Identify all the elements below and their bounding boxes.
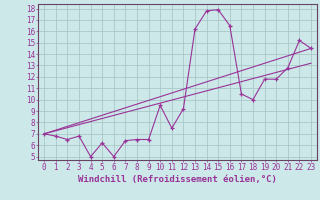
X-axis label: Windchill (Refroidissement éolien,°C): Windchill (Refroidissement éolien,°C) [78, 175, 277, 184]
